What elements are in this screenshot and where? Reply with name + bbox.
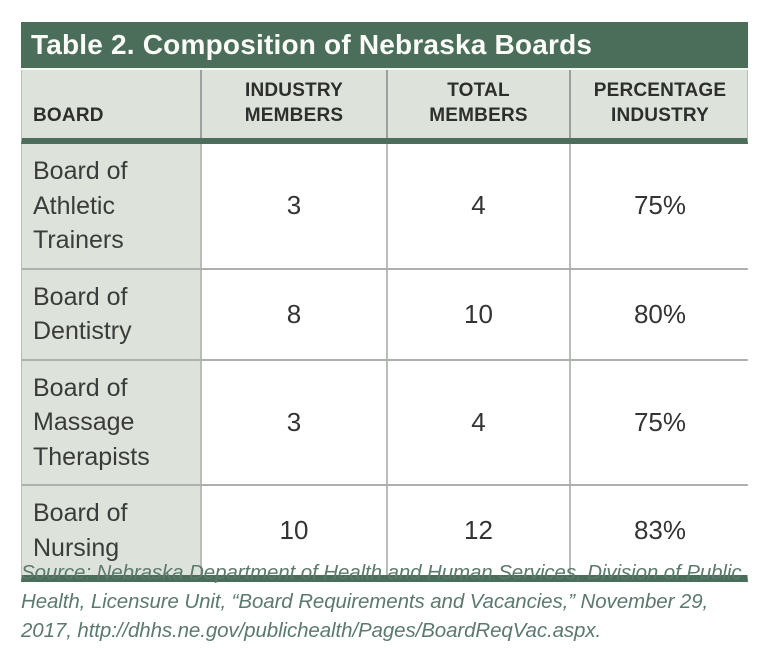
header-cell-industry-members: INDUSTRY MEMBERS <box>200 70 386 138</box>
table-row-massage-therapists: Board of Massage Therapists 3 4 75% <box>22 360 749 486</box>
industry-members-cell: 3 <box>200 360 386 484</box>
header-cell-board: BOARD <box>22 70 200 138</box>
total-members-cell: 4 <box>386 144 569 268</box>
header-cell-percentage-industry: PERCENTAGE INDUSTRY <box>569 70 749 138</box>
source-citation: Source: Nebraska Department of Health an… <box>21 561 742 643</box>
total-members-cell: 4 <box>386 360 569 484</box>
header-industry-line2: MEMBERS <box>244 105 344 127</box>
board-name-cell: Board of Nursing <box>22 486 200 575</box>
industry-members-cell: 10 <box>200 486 386 575</box>
board-name-cell: Board of Massage Therapists <box>22 360 200 484</box>
table-body: Board of Athletic Trainers 3 4 75% Board… <box>21 144 749 582</box>
board-name-cell: Board of Dentistry <box>22 269 200 359</box>
table-row-athletic-trainers: Board of Athletic Trainers 3 4 75% <box>22 144 749 270</box>
percentage-industry-cell: 80% <box>569 269 749 359</box>
table-title-bar: Table 2. Composition of Nebraska Boards <box>21 22 748 70</box>
percentage-industry-cell: 83% <box>569 486 749 575</box>
percentage-industry-cell: 75% <box>569 360 749 484</box>
industry-members-cell: 8 <box>200 269 386 359</box>
total-members-cell: 12 <box>386 486 569 575</box>
header-industry-line1: INDUSTRY <box>244 79 343 101</box>
table-title: Table 2. Composition of Nebraska Boards <box>31 29 593 60</box>
percentage-industry-cell: 75% <box>569 144 749 268</box>
board-name-cell: Board of Athletic Trainers <box>22 144 200 268</box>
header-percentage-line2: INDUSTRY <box>610 105 709 127</box>
header-total-line1: TOTAL <box>447 79 510 101</box>
table-row-dentistry: Board of Dentistry 8 10 80% <box>22 269 749 361</box>
industry-members-cell: 3 <box>200 144 386 268</box>
header-board-label: BOARD <box>33 105 104 127</box>
table-row-nursing: Board of Nursing 10 12 83% <box>22 486 749 575</box>
header-total-line2: MEMBERS <box>429 105 528 127</box>
total-members-cell: 10 <box>386 269 569 359</box>
composition-table: Table 2. Composition of Nebraska Boards … <box>21 22 749 582</box>
header-cell-total-members: TOTAL MEMBERS <box>386 70 569 138</box>
table-header-row: BOARD INDUSTRY MEMBERS TOTAL MEMBERS PER… <box>21 70 748 144</box>
header-percentage-line1: PERCENTAGE <box>593 79 727 101</box>
